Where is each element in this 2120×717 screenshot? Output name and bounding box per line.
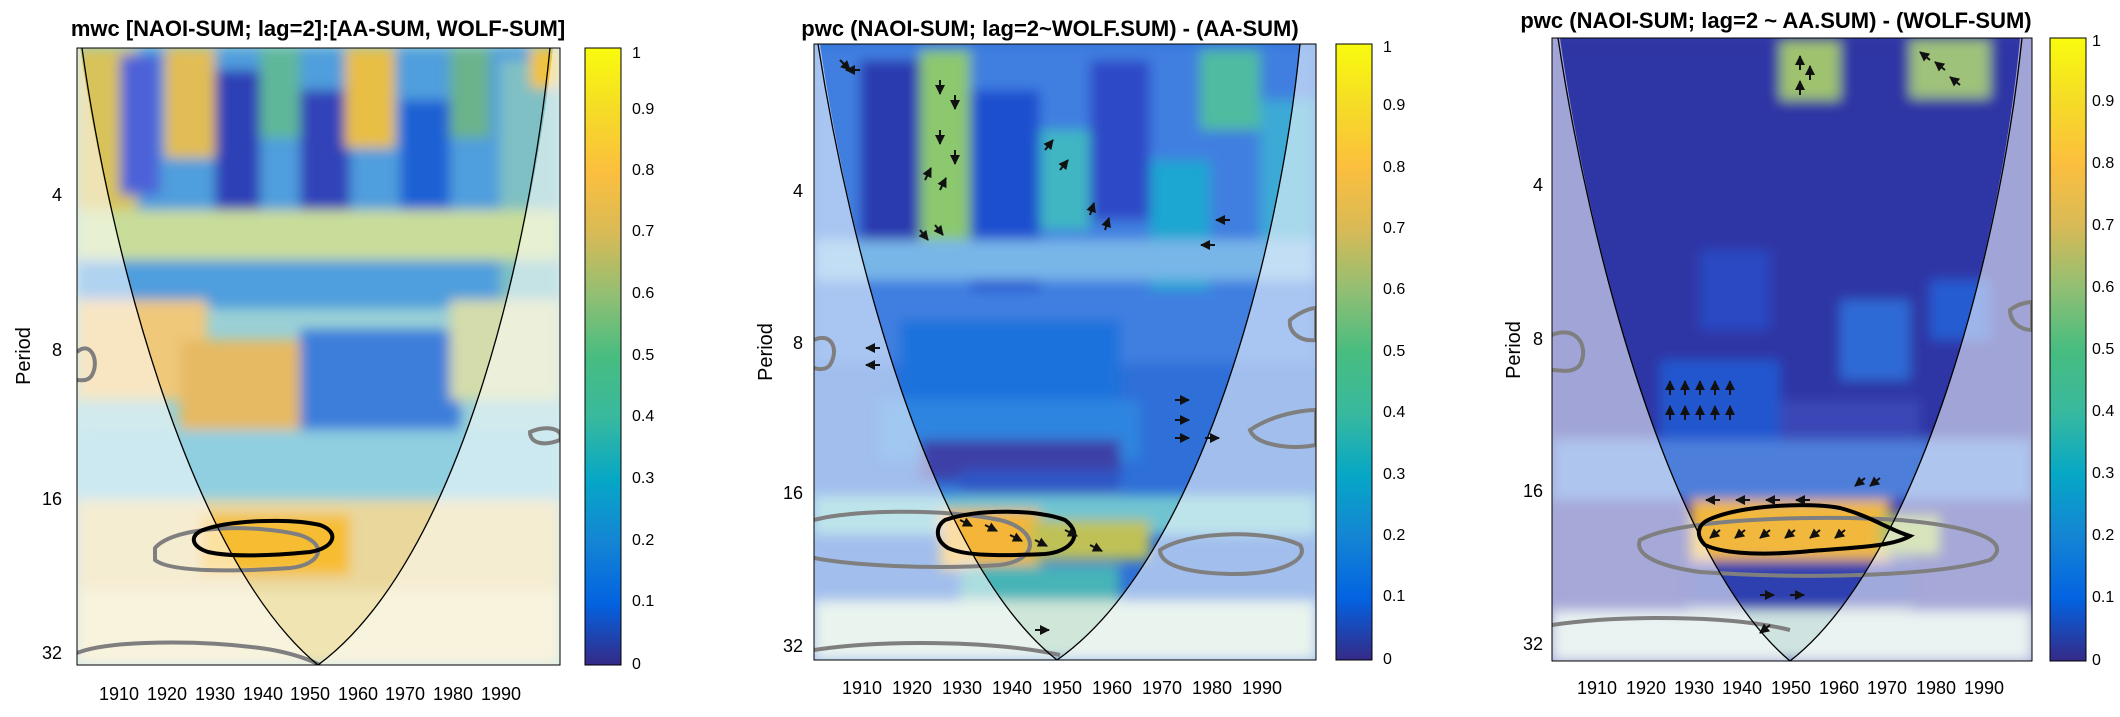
- x-tick-label: 1990: [481, 684, 521, 704]
- panel-3-title: pwc (NAOI-SUM; lag=2 ~ AA.SUM) - (WOLF-S…: [1520, 8, 2031, 33]
- colorbar-tick: 0.8: [2092, 155, 2114, 172]
- panel-3-x-axis: 1910 1920 1930 1940 1950 1960 1970 1980 …: [1577, 678, 2004, 698]
- x-tick-label: 1910: [1577, 678, 1617, 698]
- y-tick-label: 8: [52, 340, 62, 360]
- colorbar-tick: 0.3: [632, 470, 654, 487]
- colorbar-tick: 0.2: [632, 532, 654, 549]
- panel-3: pwc (NAOI-SUM; lag=2 ~ AA.SUM) - (WOLF-S…: [1503, 8, 2114, 698]
- colorbar-tick: 1: [1383, 39, 1392, 56]
- colorbar-tick: 0.4: [1383, 404, 1405, 421]
- colorbar-tick: 0.7: [2092, 217, 2114, 234]
- x-tick-label: 1920: [147, 684, 187, 704]
- colorbar-tick: 0.6: [632, 285, 654, 302]
- colorbar-tick: 0.5: [2092, 341, 2114, 358]
- y-tick-label: 16: [1523, 481, 1543, 501]
- x-tick-label: 1980: [1192, 678, 1232, 698]
- x-tick-label: 1940: [1722, 678, 1762, 698]
- y-tick-label: 32: [1523, 634, 1543, 654]
- y-tick-label: 8: [1533, 329, 1543, 349]
- colorbar-tick: 1: [2092, 33, 2101, 50]
- panel-3-frame: [1551, 37, 2033, 662]
- x-tick-label: 1970: [385, 684, 425, 704]
- panel-1-frame: [76, 47, 561, 666]
- x-tick-label: 1960: [1092, 678, 1132, 698]
- x-tick-label: 1930: [195, 684, 235, 704]
- colorbar-tick: 0.8: [632, 162, 654, 179]
- colorbar-tick: 0.1: [1383, 588, 1405, 605]
- panel-2: pwc (NAOI-SUM; lag=2~WOLF.SUM) - (AA-SUM…: [755, 16, 1405, 698]
- x-tick-label: 1980: [433, 684, 473, 704]
- colorbar-tick: 0.1: [632, 593, 654, 610]
- x-tick-label: 1940: [243, 684, 283, 704]
- colorbar-tick: 0.6: [2092, 279, 2114, 296]
- panel-1-y-axis: Period 4 8 16 32: [13, 185, 62, 663]
- panel-2-ylabel: Period: [755, 323, 777, 381]
- y-tick-label: 4: [52, 185, 62, 205]
- colorbar-tick: 0.9: [2092, 93, 2114, 110]
- x-tick-label: 1970: [1867, 678, 1907, 698]
- panel-3-y-axis: Period 4 8 16 32: [1503, 175, 1543, 654]
- panel-3-colorbar: 1 0.9 0.8 0.7 0.6 0.5 0.4 0.3 0.2 0.1 0: [2049, 33, 2114, 669]
- y-tick-label: 32: [42, 643, 62, 663]
- panel-1-ylabel: Period: [13, 327, 35, 385]
- panel-2-phase-arrows: [839, 59, 1230, 635]
- colorbar-tick: 1: [632, 45, 641, 62]
- panel-2-y-axis: Period 4 8 16 32: [755, 181, 803, 656]
- x-tick-label: 1960: [338, 684, 378, 704]
- colorbar-tick: 0.1: [2092, 589, 2114, 606]
- colorbar-tick: 0.4: [2092, 403, 2114, 420]
- x-tick-label: 1990: [1242, 678, 1282, 698]
- x-tick-label: 1910: [842, 678, 882, 698]
- y-tick-label: 32: [783, 636, 803, 656]
- y-tick-label: 4: [793, 181, 803, 201]
- panel-1-heatmap: [77, 48, 560, 665]
- colorbar-tick: 0.4: [632, 408, 654, 425]
- colorbar-tick: 0.5: [1383, 343, 1405, 360]
- panel-2-colorbar: 1 0.9 0.8 0.7 0.6 0.5 0.4 0.3 0.2 0.1 0: [1335, 39, 1405, 668]
- colorbar-tick: 0.5: [632, 347, 654, 364]
- panel-2-title: pwc (NAOI-SUM; lag=2~WOLF.SUM) - (AA-SUM…: [801, 16, 1298, 41]
- panel-2-heatmap: [814, 44, 1316, 660]
- x-tick-label: 1950: [1771, 678, 1811, 698]
- y-tick-label: 8: [793, 333, 803, 353]
- x-tick-label: 1930: [942, 678, 982, 698]
- x-tick-label: 1930: [1674, 678, 1714, 698]
- y-tick-label: 16: [42, 489, 62, 509]
- x-tick-label: 1990: [1964, 678, 2004, 698]
- panel-3-ylabel: Period: [1503, 321, 1525, 379]
- panel-2-x-axis: 1910 1920 1930 1940 1950 1960 1970 1980 …: [842, 678, 1282, 698]
- colorbar-tick: 0.7: [632, 223, 654, 240]
- panel-3-heatmap: [1552, 38, 2032, 661]
- panel-1-colorbar: 1 0.9 0.8 0.7 0.6 0.5 0.4 0.3 0.2 0.1 0: [584, 45, 654, 673]
- panel-1-title: mwc [NAOI-SUM; lag=2]:[AA-SUM, WOLF-SUM]: [71, 16, 565, 41]
- colorbar-tick: 0.9: [632, 101, 654, 118]
- colorbar-tick: 0.7: [1383, 220, 1405, 237]
- x-tick-label: 1970: [1142, 678, 1182, 698]
- colorbar-tick: 0.8: [1383, 159, 1405, 176]
- colorbar-tick: 0.6: [1383, 281, 1405, 298]
- panel-3-phase-arrows: [1665, 51, 1961, 634]
- colorbar-tick: 0.2: [1383, 527, 1405, 544]
- y-tick-label: 16: [783, 483, 803, 503]
- panel-1: mwc [NAOI-SUM; lag=2]:[AA-SUM, WOLF-SUM]: [13, 16, 654, 704]
- panel-2-frame: [813, 43, 1317, 661]
- x-tick-label: 1940: [992, 678, 1032, 698]
- colorbar-tick: 0.9: [1383, 97, 1405, 114]
- colorbar-tick: 0.2: [2092, 527, 2114, 544]
- panel-1-x-axis: 1910 1920 1930 1940 1950 1960 1970 1980 …: [99, 684, 521, 704]
- x-tick-label: 1910: [99, 684, 139, 704]
- x-tick-label: 1920: [892, 678, 932, 698]
- x-tick-label: 1920: [1626, 678, 1666, 698]
- colorbar-tick: 0: [632, 656, 641, 673]
- colorbar-tick: 0: [2092, 652, 2101, 669]
- x-tick-label: 1960: [1819, 678, 1859, 698]
- colorbar-tick: 0: [1383, 651, 1392, 668]
- x-tick-label: 1980: [1916, 678, 1956, 698]
- y-tick-label: 4: [1533, 175, 1543, 195]
- x-tick-label: 1950: [290, 684, 330, 704]
- colorbar-tick: 0.3: [2092, 465, 2114, 482]
- colorbar-tick: 0.3: [1383, 466, 1405, 483]
- x-tick-label: 1950: [1042, 678, 1082, 698]
